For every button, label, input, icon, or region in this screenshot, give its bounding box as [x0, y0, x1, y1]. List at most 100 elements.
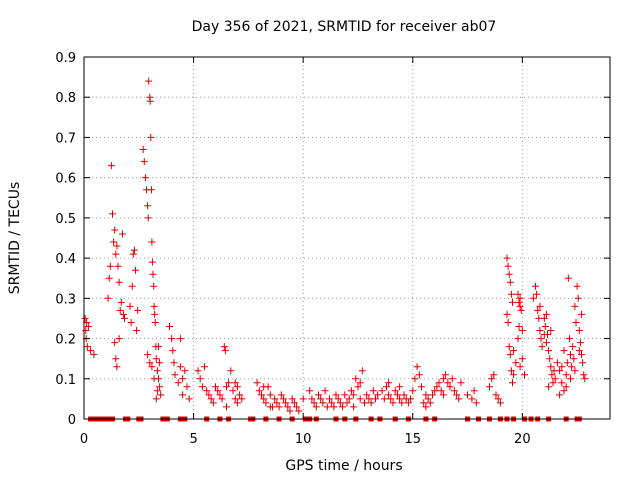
- data-point: [295, 407, 303, 415]
- data-point: [152, 355, 160, 363]
- data-point: [293, 403, 301, 411]
- data-point: [273, 399, 281, 407]
- data-point: [148, 363, 156, 371]
- data-point: [542, 339, 550, 347]
- data-point: [455, 395, 463, 403]
- data-point: [578, 310, 585, 318]
- data-point: [538, 343, 546, 351]
- data-point: [579, 359, 587, 367]
- data-point: [130, 246, 138, 254]
- data-point: [155, 343, 162, 351]
- data-point: [126, 302, 134, 310]
- data-point: [358, 367, 366, 375]
- data-point: [558, 363, 566, 371]
- data-point: [505, 270, 513, 278]
- data-point: [551, 375, 559, 383]
- data-point: [369, 387, 377, 395]
- data-point: [113, 242, 121, 250]
- data-point: [128, 282, 136, 290]
- data-point: [372, 395, 379, 403]
- data-point: [560, 347, 568, 355]
- data-point: [547, 363, 555, 371]
- data-point: [179, 391, 187, 399]
- data-point: [532, 282, 539, 290]
- data-point: [512, 359, 520, 367]
- data-point: [255, 387, 263, 395]
- data-point: [356, 395, 364, 403]
- data-point: [110, 238, 118, 246]
- data-point: [567, 375, 574, 383]
- data-point: [90, 351, 98, 359]
- data-point: [514, 335, 522, 343]
- x-tick-label: 15: [404, 432, 421, 447]
- data-point: [439, 375, 447, 383]
- data-point: [146, 97, 154, 105]
- data-point: [422, 403, 430, 411]
- data-point: [183, 383, 191, 391]
- data-point: [330, 403, 338, 411]
- axis-ticks: 0 0.1 0.2 0.3 0.4 0.5 0.6 0.7 0.8 0.9 0 5 10 15 20: [55, 51, 610, 447]
- data-point: [413, 363, 421, 371]
- data-point: [515, 298, 523, 306]
- data-point: [562, 383, 570, 391]
- data-point: [383, 383, 390, 391]
- data-point: [223, 383, 230, 391]
- data-point: [231, 379, 239, 387]
- data-point: [266, 391, 274, 399]
- data-point: [111, 339, 119, 347]
- data-point: [174, 379, 182, 387]
- data-point: [575, 347, 583, 355]
- data-point: [118, 230, 126, 238]
- y-tick-label: 0.4: [55, 252, 76, 267]
- data-point: [385, 379, 393, 387]
- data-point: [290, 399, 298, 407]
- data-point: [567, 351, 574, 359]
- data-point: [148, 238, 156, 246]
- data-point: [150, 282, 158, 290]
- data-point: [422, 391, 430, 399]
- data-point: [115, 335, 123, 343]
- data-point: [171, 371, 179, 379]
- data-point: [345, 395, 353, 403]
- data-point: [326, 395, 333, 403]
- data-point: [521, 371, 528, 379]
- data-point: [533, 290, 541, 298]
- data-point: [253, 379, 261, 387]
- data-point: [510, 347, 518, 355]
- data-point: [156, 359, 164, 367]
- data-point: [540, 314, 548, 322]
- data-point: [429, 391, 436, 399]
- x-tick-label: 10: [295, 432, 312, 447]
- data-point: [194, 367, 202, 375]
- data-point: [284, 403, 292, 411]
- data-point: [541, 323, 549, 330]
- data-point: [132, 266, 139, 274]
- data-point: [170, 359, 178, 367]
- data-point: [111, 226, 119, 234]
- data-point: [275, 403, 283, 411]
- data-point: [218, 395, 226, 403]
- data-point: [140, 158, 148, 166]
- data-point: [343, 399, 351, 407]
- data-point: [203, 387, 211, 395]
- data-point: [179, 375, 187, 383]
- data-point: [424, 395, 432, 403]
- data-point: [347, 387, 355, 395]
- data-point: [109, 210, 116, 218]
- y-tick-label: 0.7: [55, 131, 76, 146]
- data-point: [214, 387, 222, 395]
- data-point: [350, 403, 358, 411]
- data-point: [306, 387, 314, 395]
- data-point: [546, 355, 554, 363]
- data-point: [216, 391, 224, 399]
- data-point: [505, 343, 513, 351]
- data-point: [396, 383, 404, 391]
- data-point: [279, 395, 287, 403]
- data-point: [385, 391, 393, 399]
- data-point: [321, 387, 329, 395]
- data-point: [581, 375, 589, 383]
- data-point: [145, 77, 153, 85]
- data-point: [365, 395, 373, 403]
- data-point: [400, 391, 408, 399]
